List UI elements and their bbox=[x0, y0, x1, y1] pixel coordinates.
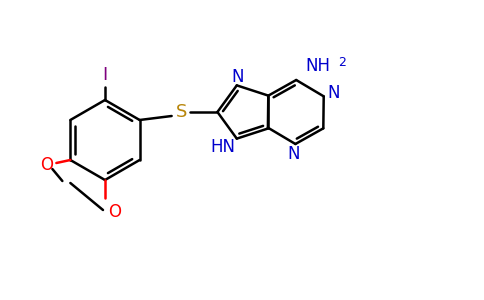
Text: O: O bbox=[40, 156, 53, 174]
Text: N: N bbox=[328, 84, 340, 102]
Text: O: O bbox=[108, 203, 121, 221]
Text: HN: HN bbox=[210, 138, 235, 156]
Text: S: S bbox=[176, 103, 187, 121]
Text: 2: 2 bbox=[338, 56, 346, 68]
Text: N: N bbox=[287, 145, 300, 163]
Text: NH: NH bbox=[306, 57, 331, 75]
Text: I: I bbox=[103, 66, 107, 84]
Text: N: N bbox=[231, 68, 244, 86]
